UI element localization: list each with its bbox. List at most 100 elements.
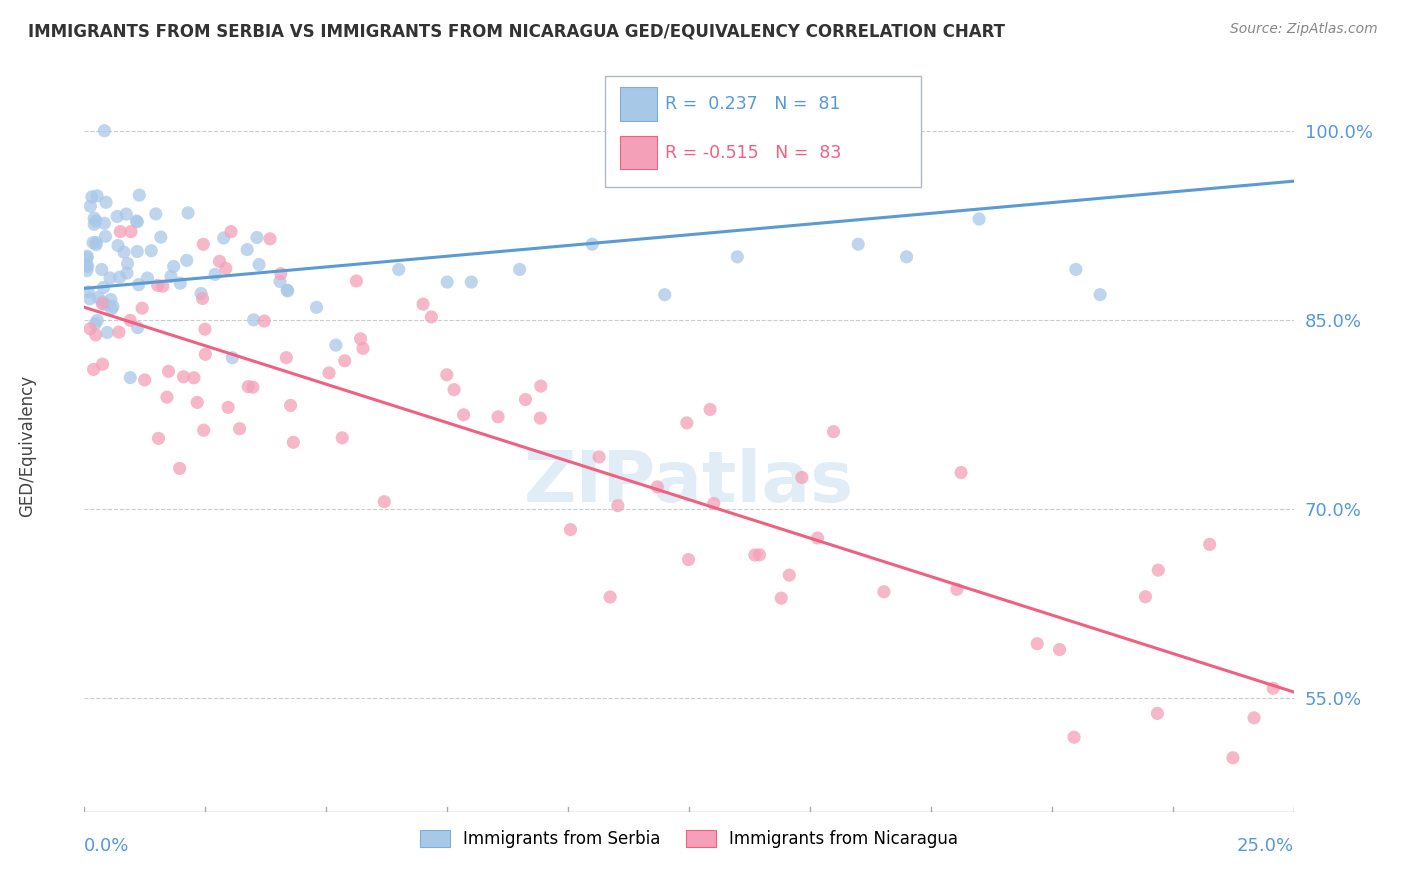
Point — [94, 297, 117, 311]
Point — [194, 347, 217, 361]
Point — [1263, 681, 1285, 696]
Point — [84, 327, 107, 342]
Point — [194, 322, 217, 336]
Point — [76, 251, 98, 265]
Point — [149, 230, 172, 244]
Point — [420, 310, 443, 324]
Point — [173, 369, 195, 384]
Point — [86, 313, 108, 327]
Point — [101, 300, 124, 314]
Point — [125, 214, 148, 228]
Point — [193, 423, 215, 437]
Point — [1088, 287, 1111, 301]
Point — [157, 364, 180, 378]
Point — [873, 584, 896, 599]
Point — [115, 207, 138, 221]
Point — [1064, 262, 1087, 277]
Point — [96, 326, 118, 340]
Point — [128, 188, 150, 202]
Point — [246, 230, 269, 244]
Point — [790, 470, 813, 484]
Point — [599, 590, 621, 604]
Point — [204, 268, 226, 282]
Point — [460, 275, 482, 289]
Point — [846, 237, 869, 252]
Point — [269, 275, 291, 289]
Point — [280, 398, 302, 412]
Point — [318, 366, 340, 380]
Point — [79, 322, 101, 336]
Point — [112, 245, 135, 260]
Point — [120, 313, 142, 327]
Point — [100, 293, 122, 307]
Point — [253, 314, 276, 328]
Point — [219, 225, 242, 239]
Point — [82, 235, 104, 250]
Point — [176, 253, 198, 268]
Point — [270, 267, 292, 281]
Point — [703, 496, 725, 510]
Point — [134, 373, 156, 387]
Point — [823, 425, 845, 439]
Point — [1147, 563, 1170, 577]
Point — [127, 244, 149, 259]
Text: IMMIGRANTS FROM SERBIA VS IMMIGRANTS FROM NICARAGUA GED/EQUIVALENCY CORRELATION : IMMIGRANTS FROM SERBIA VS IMMIGRANTS FRO… — [28, 22, 1005, 40]
Point — [117, 256, 139, 270]
Point — [91, 297, 114, 311]
Point — [1198, 537, 1220, 551]
Point — [91, 295, 114, 310]
Point — [212, 231, 235, 245]
Point — [83, 362, 105, 376]
Point — [94, 229, 117, 244]
Point — [136, 271, 159, 285]
Point — [83, 217, 105, 231]
Point — [654, 287, 676, 301]
Point — [76, 249, 98, 263]
Text: 25.0%: 25.0% — [1236, 837, 1294, 855]
Point — [412, 297, 434, 311]
Point — [606, 499, 628, 513]
Point — [100, 301, 122, 316]
Point — [107, 238, 129, 252]
Point — [80, 190, 103, 204]
Point — [162, 260, 184, 274]
Point — [145, 207, 167, 221]
Point — [305, 300, 328, 314]
Point — [344, 274, 367, 288]
Point — [770, 591, 793, 606]
Point — [325, 338, 347, 352]
Point — [160, 269, 183, 284]
Point — [128, 277, 150, 292]
Point — [84, 235, 107, 250]
Point — [242, 313, 264, 327]
Point — [247, 258, 270, 272]
Point — [560, 523, 582, 537]
Point — [950, 466, 973, 480]
Point — [141, 244, 163, 258]
Point — [276, 283, 298, 297]
Point — [228, 422, 250, 436]
Text: Source: ZipAtlas.com: Source: ZipAtlas.com — [1230, 22, 1378, 37]
Point — [1243, 711, 1265, 725]
Point — [588, 450, 610, 464]
Text: ZIPatlas: ZIPatlas — [524, 448, 853, 517]
Point — [86, 189, 108, 203]
Point — [208, 254, 231, 268]
Point — [84, 237, 107, 252]
Point — [242, 380, 264, 394]
Point — [83, 211, 105, 226]
Text: R =  0.237   N =  81: R = 0.237 N = 81 — [665, 95, 841, 113]
Point — [93, 216, 115, 230]
Text: GED/Equivalency: GED/Equivalency — [18, 375, 37, 517]
Point — [108, 270, 131, 285]
Point — [127, 215, 149, 229]
Point — [120, 370, 142, 384]
Point — [131, 301, 153, 315]
Point — [76, 263, 98, 277]
Point — [678, 552, 700, 566]
Point — [127, 320, 149, 334]
Point — [148, 431, 170, 445]
Point — [120, 225, 142, 239]
Point — [79, 199, 101, 213]
Point — [84, 317, 107, 331]
